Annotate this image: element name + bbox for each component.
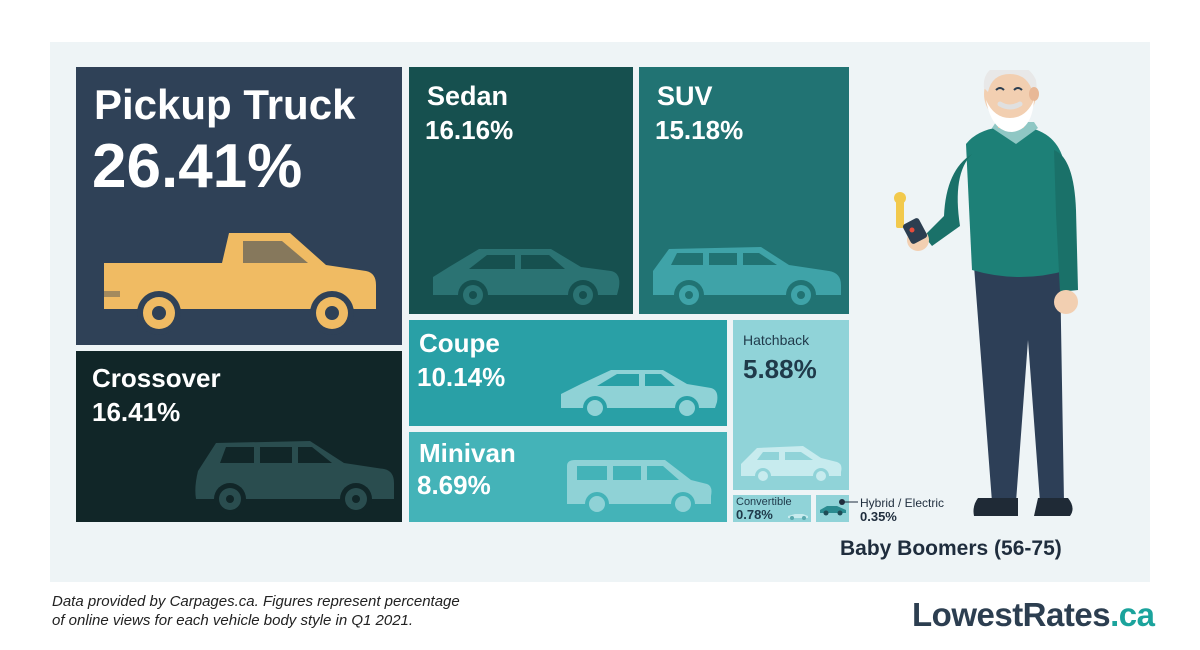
tile-label: Crossover [92,363,221,393]
electric-car-icon [820,506,846,516]
footnote-line-2: of online views for each vehicle body st… [52,612,414,629]
tile-label: Pickup Truck [94,81,356,128]
tile-label: Sedan [427,81,509,111]
hybrid-electric-value: 0.35% [860,509,897,524]
crossover-icon [195,441,394,515]
tile-crossover: Crossover 16.41% [76,351,402,522]
minivan-icon [567,460,712,516]
lowestrates-logo[interactable]: LowestRates.ca [912,596,1155,634]
hybrid-callout-pointer [839,499,858,505]
tile-label: Convertible [736,496,792,508]
logo-tld: .ca [1110,596,1155,633]
tile-convertible: Convertible 0.78% [733,495,811,522]
tile-value: 8.69% [417,470,491,500]
footnote-line-1: Data provided by Carpages.ca. Figures re… [52,593,460,610]
tile-sedan: Sedan 16.16% [409,67,633,314]
tile-value: 10.14% [417,362,506,392]
tile-pickup-truck: Pickup Truck 26.41% [76,67,402,345]
tile-minivan: Minivan 8.69% [409,432,727,522]
tile-label: SUV [657,81,713,111]
hybrid-electric-label: Hybrid / Electric [860,496,945,510]
tile-value: 15.18% [655,115,744,145]
tile-label: Minivan [419,438,516,468]
elderly-man-with-keys-illustration [894,70,1078,516]
tile-label: Coupe [419,328,500,358]
tile-suv: SUV 15.18% [639,67,849,314]
tile-value: 16.16% [425,115,514,145]
tile-value: 16.41% [92,397,181,427]
tile-label: Hatchback [743,332,810,348]
tile-value: 0.78% [736,507,773,522]
tile-coupe: Coupe 10.14% [409,320,727,426]
coupe-icon [561,370,718,420]
tile-value: 5.88% [743,354,817,384]
source-footnote: Data provided by Carpages.ca. Figures re… [52,592,572,630]
convertible-icon [788,514,808,520]
pickup-truck-icon [104,233,376,335]
tile-value: 26.41% [92,132,303,201]
hatchback-icon [741,446,842,484]
group-label: Baby Boomers (56-75) [840,537,1062,560]
suv-icon [653,247,841,309]
logo-name: LowestRates [912,596,1111,633]
sedan-icon [433,249,620,309]
tile-hatchback: Hatchback 5.88% [733,320,849,490]
